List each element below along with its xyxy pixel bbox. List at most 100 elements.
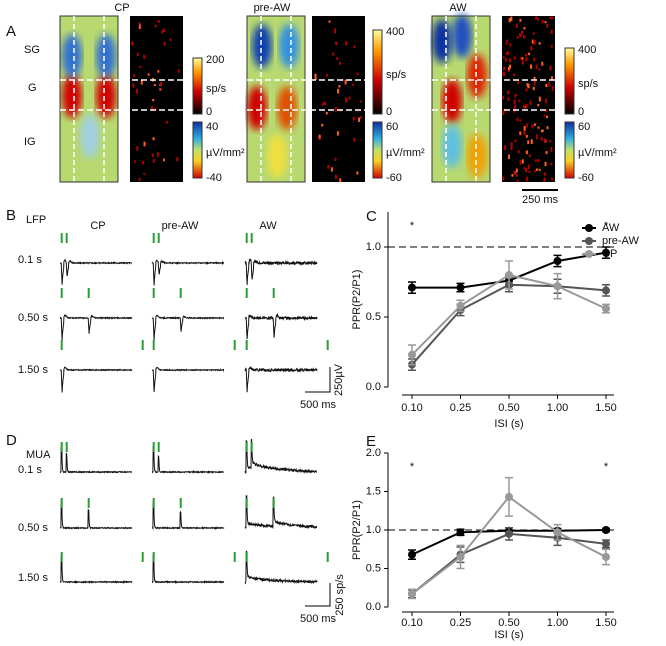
colorbar-unit: µV/mm² [386, 147, 425, 159]
lfp-trace [244, 366, 318, 393]
mua-pixel [546, 115, 549, 119]
y-tick-label: 0.0 [366, 601, 381, 613]
mua-pixel [537, 103, 540, 107]
mua-pixel [545, 151, 548, 155]
mua-pixel [508, 18, 511, 23]
mua-pixel [549, 16, 552, 20]
colorbar-tick: 40 [206, 121, 218, 133]
mua-pixel [358, 117, 361, 122]
mua-pixel [526, 83, 529, 87]
x-tick-label: 1.00 [547, 402, 568, 414]
mua-pixel [322, 102, 325, 106]
colorbar-hot [372, 29, 383, 115]
mua-pixel [513, 56, 516, 60]
mua-pixel [543, 177, 546, 182]
mua-pixel [537, 18, 540, 21]
mua-trace [151, 554, 225, 585]
data-point [456, 301, 465, 310]
data-point [602, 286, 610, 295]
mua-pixel [502, 56, 505, 59]
y-tick-label: 2.0 [366, 447, 381, 459]
mua-pixel [514, 95, 517, 98]
data-point [602, 304, 610, 313]
mua-pixel [531, 39, 534, 44]
mua-pixel [520, 57, 523, 60]
mua-pixel [162, 28, 165, 33]
mua-pixel [143, 172, 146, 175]
mua-pixel [325, 112, 328, 115]
mua-pixel [516, 117, 519, 122]
colorbar-tick: -60 [578, 172, 594, 184]
mua-pixel [325, 73, 328, 77]
row-label: 0.50 s [18, 312, 48, 324]
x-tick-label: 0.10 [401, 402, 422, 414]
mua-pixel [336, 57, 339, 61]
y-tick-label: 1.0 [366, 241, 381, 253]
layer-label: G [28, 82, 37, 94]
mua-pixel [544, 161, 547, 167]
mua-pixel [156, 152, 159, 157]
scale-bar [305, 367, 331, 393]
signal-label: LFP [26, 214, 46, 226]
mua-pixel [161, 30, 164, 34]
csd-blob [442, 79, 462, 123]
mua-pixel [510, 146, 513, 151]
mua-pixel [513, 99, 516, 105]
mua-pixel [522, 34, 525, 39]
mua-pixel [348, 96, 351, 100]
legend-marker [585, 237, 593, 245]
mua-pixel [515, 23, 518, 28]
csd-blob [277, 86, 297, 130]
csd-blob [62, 34, 82, 78]
mua-pixel [337, 88, 340, 94]
mua-pixel [515, 173, 518, 177]
mua-pixel [535, 64, 538, 69]
csd-map [431, 14, 491, 183]
y-tick-label: 0.5 [366, 311, 381, 323]
mua-pixel [138, 24, 141, 30]
mua-pixel [533, 123, 536, 126]
data-point [456, 283, 465, 292]
colorbar-csd [564, 121, 575, 179]
mua-pixel [344, 80, 347, 85]
layer-label: SG [24, 44, 40, 56]
lfp-trace [59, 314, 133, 341]
y-tick-label: 1.5 [366, 485, 381, 497]
mua-pixel [518, 99, 521, 102]
mua-pixel [502, 66, 505, 71]
mua-pixel [332, 52, 335, 56]
mua-pixel [353, 45, 356, 49]
scale-label: 250 sp/s [334, 574, 346, 616]
mua-pixel [133, 74, 136, 78]
mua-pixel [356, 72, 359, 76]
panel-b-text: B LFP CP pre-AW AW 0.1 s 0.50 s 1.50 s 2… [6, 207, 345, 411]
mua-pixel [147, 73, 150, 76]
mua-pixel [521, 60, 524, 65]
mua-pixel [546, 23, 549, 28]
lfp-trace [151, 366, 225, 392]
column-title: pre-AW [254, 2, 291, 14]
mua-pixel [528, 170, 531, 173]
csd-blob [467, 134, 487, 178]
mua-pixel [504, 58, 507, 62]
mua-pixel [540, 136, 543, 141]
mua-pixel [528, 52, 531, 55]
mua-pixel [521, 30, 524, 35]
mua-pixel [515, 168, 518, 173]
data-point [602, 526, 610, 534]
mua-pixel [534, 170, 537, 173]
mua-pixel [507, 69, 510, 73]
mua-pixel [502, 176, 505, 181]
signal-label: MUA [26, 449, 51, 461]
mua-pixel [532, 39, 535, 42]
data-point [602, 248, 610, 257]
mua-pixel [360, 115, 363, 119]
y-tick-label: 0.5 [366, 562, 381, 574]
mua-pixel [133, 160, 136, 163]
lfp-trace [244, 312, 318, 340]
data-point [456, 552, 465, 561]
mua-pixel [541, 20, 544, 24]
colorbar-unit: sp/s [578, 78, 599, 90]
mua-pixel [334, 174, 337, 180]
mua-pixel [549, 140, 552, 143]
